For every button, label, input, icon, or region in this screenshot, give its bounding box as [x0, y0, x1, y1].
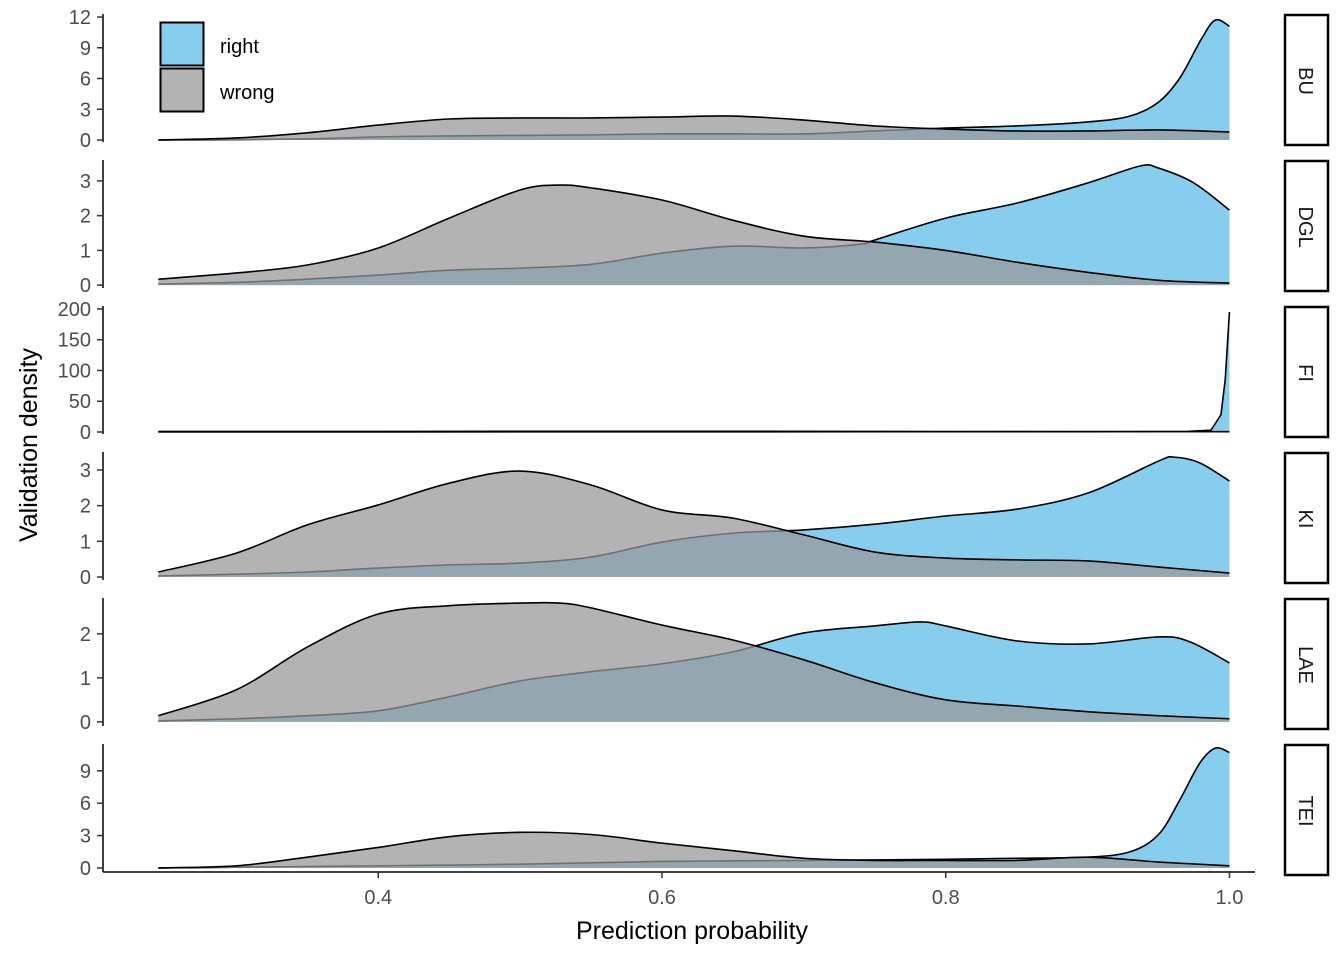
y-tick-label: 0: [80, 712, 91, 734]
strip-box: [1283, 451, 1330, 585]
legend-label-right: right: [220, 36, 259, 58]
strip-box: [1283, 159, 1330, 293]
y-tick-label: 1: [80, 531, 91, 553]
y-tick-label: 1: [80, 240, 91, 262]
strip-box: [1283, 597, 1330, 731]
y-tick-label: 9: [80, 38, 91, 60]
density-line-wrong: [158, 470, 1230, 574]
strip-box: [1283, 305, 1330, 439]
x-tick-label: 0.4: [364, 887, 392, 909]
density-line-wrong: [158, 601, 1230, 720]
y-tick-label: 50: [69, 391, 91, 413]
y-tick-label: 150: [58, 330, 91, 352]
panels: 036912BU0123DGL050100150200FI0123KI012LA…: [58, 7, 1330, 880]
y-tick-label: 0: [80, 275, 91, 297]
strip-label: FI: [1294, 364, 1316, 382]
density-line-wrong: [158, 831, 1230, 869]
legend: right wrong: [159, 21, 274, 113]
density-line-wrong: [158, 184, 1230, 284]
y-tick-label: 3: [80, 171, 91, 193]
strip-label: BU: [1294, 67, 1316, 95]
y-tick-label: 0: [80, 130, 91, 152]
density-area-right: [158, 19, 1230, 141]
strip-label: LAE: [1294, 646, 1316, 684]
strip-label: KI: [1294, 510, 1316, 529]
strip-label: DGL: [1294, 206, 1316, 247]
x-tick-label: 0.6: [648, 887, 676, 909]
density-area-right: [158, 456, 1230, 578]
y-tick-label: 1: [80, 668, 91, 690]
density-area-wrong: [158, 471, 1230, 578]
y-tick-label: 3: [80, 99, 91, 121]
y-tick-label: 2: [80, 624, 91, 646]
y-tick-label: 6: [80, 793, 91, 815]
x-tick-label: 0.8: [932, 887, 960, 909]
y-tick-label: 200: [58, 299, 91, 321]
y-tick-label: 3: [80, 826, 91, 848]
density-area-wrong: [158, 602, 1230, 722]
y-tick-label: 9: [80, 761, 91, 783]
density-line-wrong: [158, 115, 1230, 141]
density-area-wrong: [158, 185, 1230, 286]
y-tick-label: 3: [80, 460, 91, 482]
x-tick-label: 1.0: [1216, 887, 1244, 909]
y-tick-label: 0: [80, 858, 91, 880]
y-tick-label: 12: [69, 7, 91, 29]
y-tick-label: 2: [80, 496, 91, 518]
strip-box: [1283, 13, 1330, 147]
panel-dgl: 0 1 2 3 DGL: [80, 159, 1330, 297]
legend-label-wrong: wrong: [219, 82, 274, 104]
density-area-wrong: [158, 115, 1230, 141]
density-area-wrong: [158, 832, 1230, 868]
y-axis-title: Validation density: [15, 347, 43, 542]
density-area-right: [158, 312, 1230, 432]
strip-box: [1283, 743, 1330, 877]
density-line-right: [158, 311, 1231, 433]
panel-ki: 0 1 2 3 KI: [80, 451, 1330, 589]
y-tick-label: 6: [80, 69, 91, 91]
panel-tei: 0 3 6 9 TEI: [80, 743, 1330, 880]
y-tick-label: 100: [58, 360, 91, 382]
panel-fi: 0 50 100 150 200 FI: [58, 299, 1330, 444]
legend-key-right: [159, 21, 205, 67]
x-axis: 0.4 0.6 0.8 1.0: [103, 871, 1255, 909]
legend-key-wrong: [159, 67, 205, 113]
panel-bu: 0 3 6 9 12 BU: [69, 7, 1330, 152]
strip-label: TEI: [1294, 795, 1316, 826]
density-area-right: [158, 747, 1230, 868]
y-tick-label: 0: [80, 567, 91, 589]
panel-lae: 0 1 2 LAE: [80, 597, 1330, 734]
y-tick-label: 0: [80, 422, 91, 444]
y-tick-label: 2: [80, 206, 91, 228]
x-axis-title: Prediction probability: [576, 917, 809, 945]
